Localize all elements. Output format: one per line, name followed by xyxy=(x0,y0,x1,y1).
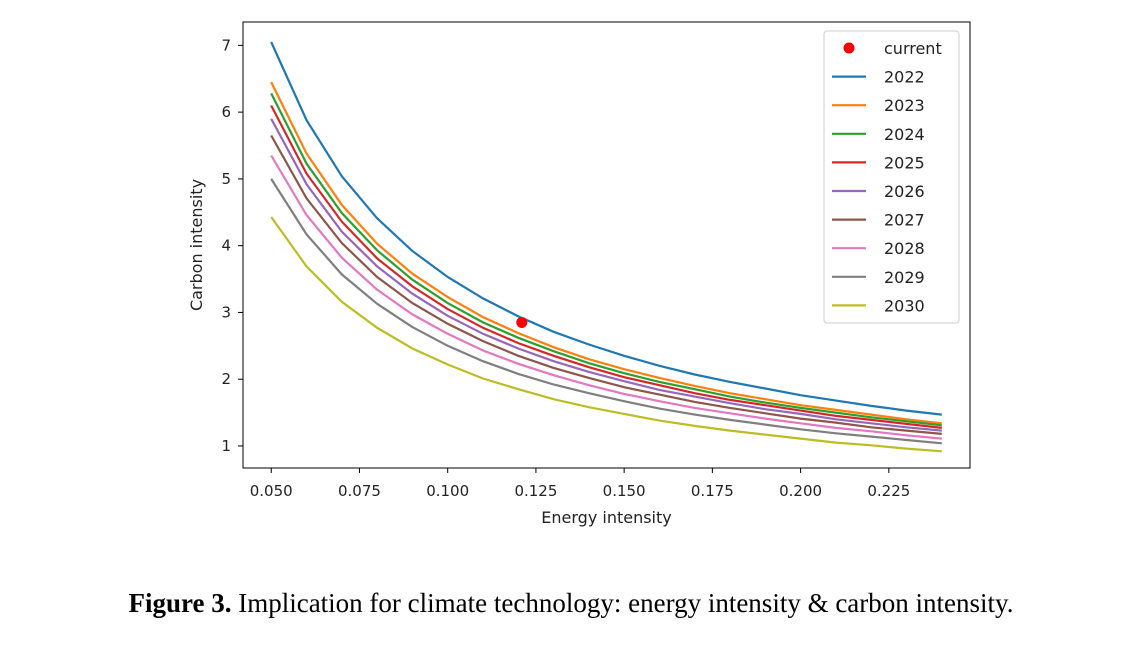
figure-caption-label: Figure 3. xyxy=(128,588,232,618)
series-line-2028 xyxy=(270,154,942,440)
legend-label: 2029 xyxy=(884,268,925,287)
x-tick-label: 0.100 xyxy=(426,482,469,500)
x-tick-label: 0.225 xyxy=(867,482,910,500)
plot-area-frame xyxy=(242,21,971,469)
legend-label: 2028 xyxy=(884,239,925,258)
x-axis-ticks: 0.050 0.075 0.100 0.125 0.150 0.175 0.200 0.225 xyxy=(250,468,910,500)
x-tick-label: 0.150 xyxy=(603,482,646,500)
y-axis-label: Carbon intensity xyxy=(187,179,206,311)
x-tick-label: 0.175 xyxy=(691,482,734,500)
series-line-2025 xyxy=(270,104,942,429)
legend-entry-2023: 2023 xyxy=(832,96,925,115)
point-current xyxy=(516,316,528,328)
figure-caption: Figure 3. Implication for climate techno… xyxy=(0,588,1142,619)
legend: current 2022 2023 2024 2025 2026 2027 2028 2029 2… xyxy=(823,30,960,324)
y-tick-label: 1 xyxy=(221,437,231,455)
y-tick-label: 2 xyxy=(221,370,231,388)
x-tick-label: 0.200 xyxy=(779,482,822,500)
series-line-2027 xyxy=(270,134,942,435)
legend-entry-2025: 2025 xyxy=(832,153,925,172)
legend-label: 2024 xyxy=(884,125,925,144)
series-lines xyxy=(270,41,942,453)
y-tick-label: 4 xyxy=(221,237,231,255)
series-line-2024 xyxy=(270,92,942,427)
legend-label: 2025 xyxy=(884,153,925,172)
legend-box xyxy=(823,30,960,324)
legend-entry-2024: 2024 xyxy=(832,125,925,144)
y-tick-label: 3 xyxy=(221,303,231,321)
legend-entry-2022: 2022 xyxy=(832,68,925,87)
legend-entry-2027: 2027 xyxy=(832,211,925,230)
x-tick-label: 0.125 xyxy=(514,482,557,500)
legend-entry-2030: 2030 xyxy=(832,296,925,315)
x-tick-label: 0.075 xyxy=(338,482,381,500)
y-tick-label: 6 xyxy=(221,103,231,121)
legend-label: 2030 xyxy=(884,296,925,315)
legend-marker xyxy=(843,42,855,54)
legend-entry-2026: 2026 xyxy=(832,182,925,201)
series-line-2030 xyxy=(270,216,942,453)
series-line-2029 xyxy=(270,178,942,445)
scatter-points xyxy=(516,316,528,328)
legend-label: 2023 xyxy=(884,96,925,115)
x-axis-label: Energy intensity xyxy=(541,508,671,527)
y-tick-label: 7 xyxy=(221,36,231,54)
series-line-2022 xyxy=(270,41,942,416)
legend-entry-2029: 2029 xyxy=(832,268,925,287)
legend-label: current xyxy=(884,39,942,58)
series-line-2023 xyxy=(270,81,942,425)
series-line-2026 xyxy=(270,118,942,432)
figure-caption-text: Implication for climate technology: ener… xyxy=(231,588,1014,618)
legend-entry-2028: 2028 xyxy=(832,239,925,258)
y-tick-label: 5 xyxy=(221,170,231,188)
x-tick-label: 0.050 xyxy=(250,482,293,500)
chart: 0.050 0.075 0.100 0.125 0.150 0.175 0.200 0.225… xyxy=(187,21,971,527)
legend-label: 2027 xyxy=(884,211,925,230)
y-axis-ticks: 1 2 3 4 5 6 7 xyxy=(221,36,243,455)
legend-label: 2022 xyxy=(884,68,925,87)
legend-entry-current: current xyxy=(843,39,942,58)
legend-label: 2026 xyxy=(884,182,925,201)
